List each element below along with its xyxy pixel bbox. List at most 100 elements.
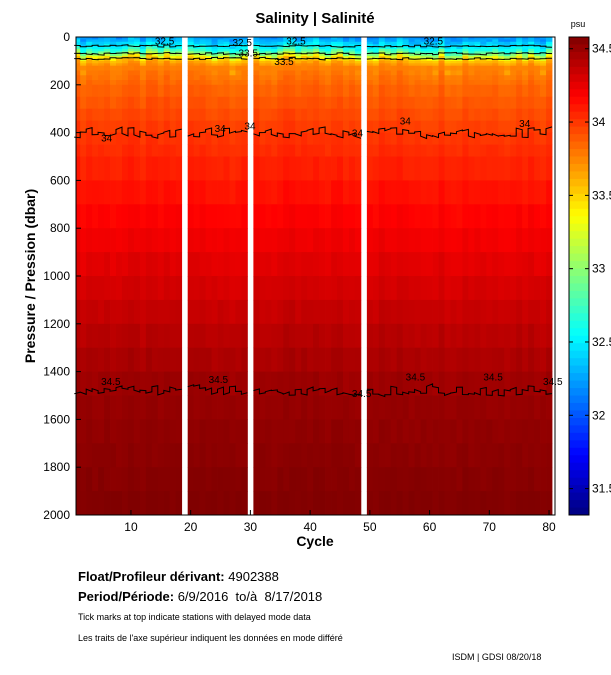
heatmap-cell — [408, 491, 416, 516]
heatmap-cell — [98, 39, 105, 43]
heatmap-cell — [211, 120, 218, 133]
heatmap-cell — [145, 39, 153, 43]
heatmap-cell — [408, 96, 416, 110]
heatmap-cell — [229, 156, 236, 181]
heatmap-cell — [366, 156, 374, 181]
heatmap-cell — [163, 419, 171, 444]
heatmap-cell — [414, 395, 422, 420]
heatmap-cell — [384, 443, 392, 468]
heatmap-cell — [468, 60, 475, 64]
heatmap-cell — [325, 48, 332, 52]
heatmap-cell — [534, 108, 541, 122]
heatmap-cell — [319, 108, 326, 122]
heatmap-cell — [241, 96, 248, 110]
heatmap-cell — [104, 204, 111, 229]
heatmap-cell — [211, 204, 218, 229]
heatmap-cell — [474, 46, 481, 50]
heatmap-cell — [127, 63, 135, 67]
heatmap-cell — [498, 39, 505, 43]
heatmap-cell — [313, 347, 320, 372]
heatmap-cell — [110, 80, 117, 86]
heatmap-cell — [462, 39, 469, 43]
heatmap-cell — [307, 491, 314, 516]
heatmap-cell — [540, 53, 547, 57]
heatmap-cell — [253, 491, 260, 516]
heatmap-cell — [486, 276, 493, 301]
colorbar-swatch — [569, 96, 589, 105]
heatmap-cell — [133, 419, 141, 444]
heatmap-cell — [223, 132, 230, 145]
heatmap-cell — [408, 65, 416, 71]
heatmap-cell — [462, 144, 469, 157]
heatmap-cell — [175, 347, 183, 372]
heatmap-cell — [295, 53, 302, 57]
heatmap-cell — [348, 156, 356, 181]
heatmap-cell — [426, 96, 433, 110]
heatmap-cell — [199, 80, 207, 86]
heatmap-cell — [384, 96, 392, 110]
heatmap-cell — [408, 37, 416, 40]
heatmap-cell — [462, 80, 469, 86]
heatmap-cell — [145, 56, 153, 59]
heatmap-cell — [498, 53, 505, 57]
heatmap-cell — [127, 70, 135, 76]
heatmap-cell — [348, 252, 356, 277]
contour-line — [253, 386, 361, 396]
heatmap-cell — [193, 299, 201, 325]
heatmap-cell — [193, 180, 201, 205]
heatmap-cell — [86, 120, 93, 133]
heatmap-cell — [474, 276, 481, 301]
heatmap-cell — [331, 299, 338, 325]
heatmap-cell — [277, 156, 284, 181]
heatmap-cell — [456, 132, 463, 145]
heatmap-cell — [253, 323, 260, 349]
heatmap-cell — [354, 63, 362, 67]
heatmap-cell — [76, 46, 81, 50]
heatmap-cell — [121, 48, 129, 52]
heatmap-cell — [116, 395, 123, 420]
heatmap-cell — [295, 41, 302, 45]
heatmap-cell — [187, 46, 195, 50]
heatmap-cell — [253, 96, 260, 110]
heatmap-cell — [271, 276, 278, 301]
heatmap-cell — [307, 53, 314, 57]
heatmap-cell — [313, 48, 320, 52]
heatmap-cell — [354, 65, 362, 71]
heatmap-cell — [546, 56, 553, 59]
heatmap-cell — [528, 132, 535, 145]
heatmap-cell — [444, 46, 451, 50]
heatmap-cell — [432, 144, 439, 157]
heatmap-cell — [223, 144, 230, 157]
heatmap-cell — [408, 48, 416, 52]
heatmap-cell — [426, 491, 433, 516]
heatmap-cell — [217, 48, 224, 52]
heatmap-cell — [271, 60, 278, 64]
heatmap-cell — [223, 323, 230, 349]
heatmap-cell — [205, 395, 212, 420]
heatmap-cell — [498, 443, 505, 468]
heatmap-cell — [486, 39, 493, 43]
heatmap-cell — [462, 132, 469, 145]
heatmap-cell — [163, 84, 171, 98]
heatmap-cell — [534, 80, 541, 86]
heatmap-cell — [414, 180, 422, 205]
heatmap-cell — [205, 276, 212, 301]
heatmap-cell — [139, 48, 147, 52]
heatmap-cell — [331, 56, 338, 59]
heatmap-cell — [295, 60, 302, 64]
heatmap-cell — [98, 75, 105, 81]
heatmap-cell — [516, 96, 523, 110]
heatmap-cell — [151, 39, 159, 43]
heatmap-cell — [187, 347, 195, 372]
heatmap-cell — [474, 395, 481, 420]
heatmap-cell — [432, 56, 439, 59]
heatmap-cell — [241, 84, 248, 98]
heatmap-cell — [450, 108, 457, 122]
heatmap-cell — [127, 41, 135, 45]
heatmap-cell — [229, 120, 236, 133]
heatmap-cell — [127, 80, 135, 86]
heatmap-cell — [337, 84, 344, 98]
heatmap-cell — [474, 252, 481, 277]
heatmap-cell — [390, 70, 398, 76]
heatmap-cell — [480, 96, 487, 110]
